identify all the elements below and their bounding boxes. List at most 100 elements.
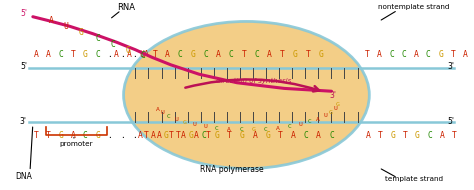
Text: U: U [203,124,207,129]
Text: A: A [137,131,143,140]
Text: A: A [316,116,320,122]
Text: A: A [377,50,382,59]
Text: 3': 3' [447,62,454,71]
Text: C: C [401,50,406,59]
Text: T: T [144,131,149,140]
Text: C: C [178,50,182,59]
Text: T: T [227,131,232,140]
Text: A: A [463,50,468,59]
Text: T: T [176,131,181,140]
Text: A: A [227,127,231,132]
Text: A: A [49,16,54,25]
Text: U: U [333,106,337,111]
Text: T: T [403,131,408,140]
Text: G: G [83,50,88,59]
Text: U: U [298,122,302,127]
Text: C: C [95,34,100,43]
Text: T: T [280,50,285,59]
Text: A: A [165,50,170,59]
Text: A: A [267,50,272,59]
Text: G: G [415,131,420,140]
Text: G: G [163,131,168,140]
Text: A: A [46,50,51,59]
Text: C: C [239,127,243,132]
Text: .: . [120,131,125,140]
Text: A: A [144,50,149,59]
Text: T: T [451,50,456,59]
Text: C: C [255,50,259,59]
Text: T: T [242,50,246,59]
Text: A: A [114,50,119,59]
Text: DNA: DNA [15,172,32,181]
Text: G: G [191,50,195,59]
Text: G: G [329,110,333,115]
Text: U: U [192,122,197,127]
Text: U: U [64,22,68,31]
Text: A: A [156,107,160,112]
Text: C: C [215,126,219,131]
Text: G: G [183,120,187,125]
Text: C: C [167,114,171,119]
Text: G: G [265,131,270,140]
Text: T: T [46,131,51,140]
Text: C: C [303,131,309,140]
Text: A: A [253,131,257,140]
Text: G: G [292,50,298,59]
Text: T: T [305,50,310,59]
Text: promoter: promoter [60,141,93,147]
Text: C: C [389,50,394,59]
Text: C: C [428,131,432,140]
Text: .: . [108,50,112,59]
Text: T: T [169,131,174,140]
Text: A: A [156,131,162,140]
Text: G: G [391,131,395,140]
Text: 5': 5' [20,62,27,71]
Text: .: . [132,50,137,59]
Text: C: C [58,50,63,59]
Text: A: A [34,50,38,59]
Text: A: A [71,131,75,140]
Text: G: G [126,46,131,55]
Text: C: C [287,124,292,129]
Text: T: T [152,50,157,59]
Text: template strand: template strand [385,177,443,183]
Text: RNA polymerase: RNA polymerase [201,165,264,174]
Text: A: A [316,131,321,140]
Text: 3': 3' [329,91,336,101]
Text: C: C [111,40,116,49]
Text: direction of synthesis: direction of synthesis [216,78,291,84]
Text: .: . [132,131,137,140]
Text: C: C [229,50,234,59]
Text: C: C [329,131,334,140]
Text: .: . [108,131,112,140]
Text: U: U [174,117,178,122]
Text: A: A [414,50,419,59]
Text: A: A [181,131,186,140]
Text: C: C [308,120,311,124]
Text: A: A [193,131,198,140]
Text: G: G [189,131,193,140]
Text: T: T [206,131,210,140]
Ellipse shape [124,21,369,169]
Text: C: C [83,131,88,140]
Text: C: C [203,50,208,59]
Text: C: C [264,127,268,132]
Text: T: T [452,131,457,140]
Text: G: G [438,50,443,59]
Text: G: G [79,28,83,37]
Text: .: . [120,50,125,59]
Text: G: G [58,131,63,140]
Text: A: A [440,131,445,140]
Text: G: G [252,127,255,132]
Text: C: C [140,51,145,60]
Text: C: C [95,50,100,59]
Text: G: G [95,131,100,140]
Text: nontemplate strand: nontemplate strand [378,4,450,10]
Text: T: T [378,131,383,140]
Text: T: T [71,50,75,59]
Text: G: G [214,131,219,140]
Text: C: C [201,131,206,140]
Text: A: A [291,131,296,140]
Text: U: U [161,110,164,115]
Text: A: A [276,126,280,131]
